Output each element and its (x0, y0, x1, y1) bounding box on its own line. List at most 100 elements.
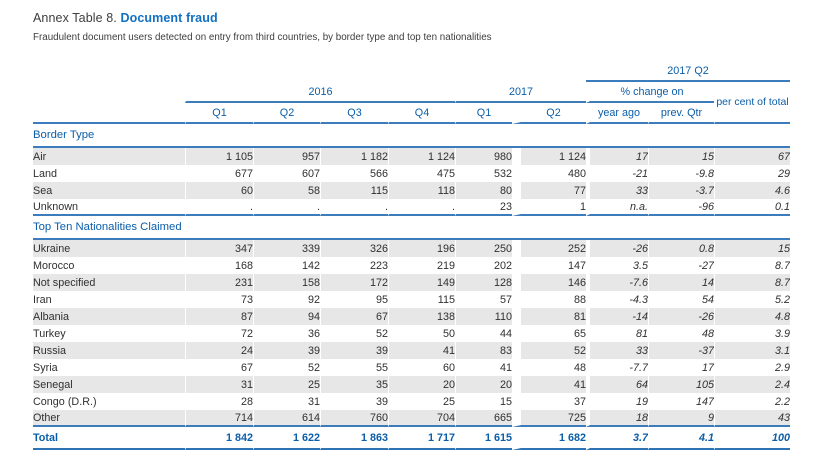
cell-pct-of-total: 8.7 (714, 257, 790, 274)
column-header-q2-2017: Q2 (512, 103, 586, 124)
row-label: Land (33, 167, 58, 180)
table-row: Turkey 72 36 52 50 44 65 81 48 3.9 (33, 325, 790, 342)
cell-q2-2017: 1 (512, 199, 586, 216)
cell-q2-2016: . (253, 199, 320, 216)
cell-q3-2016: 95 (320, 291, 388, 308)
cell-q4-2016: 115 (388, 291, 455, 308)
cell-change-prev-qtr: 15 (648, 148, 714, 165)
cell-q3-2016: 39 (320, 393, 388, 410)
column-group-2017: 2017 (455, 82, 586, 103)
cell-q1-2016: 87 (185, 308, 253, 325)
cell-q1-2017: 128 (455, 274, 512, 291)
table-row: Russia 24 39 39 41 83 52 33 -37 3.1 (33, 342, 791, 359)
header-row-years: 2016 2017 % change on per cent of total (33, 82, 791, 124)
cell-q1-2017: 20 (455, 376, 512, 393)
cell-change-prev-qtr: 9 (648, 410, 714, 427)
section-header-row: Top Ten Nationalities Claimed (33, 216, 791, 240)
cell-q1-2016: 60 (185, 182, 253, 199)
row-label: Iran (33, 293, 52, 306)
cell-change-year-ago: -14 (586, 308, 648, 325)
cell-change-year-ago: 33 (586, 182, 648, 199)
cell-q1-2017: 110 (455, 308, 512, 325)
table-row: Congo (D.R.) 28 31 39 25 15 37 19 147 2.2 (33, 393, 790, 410)
cell-q1-2016: 72 (185, 325, 253, 342)
cell-q1-2016: 347 (185, 240, 253, 257)
table-row: Ukraine 347 339 326 196 250 252 -26 0.8 15 (33, 240, 791, 257)
cell-change-prev-qtr: 105 (648, 376, 714, 393)
column-group-2016: 2016 (185, 82, 455, 103)
row-label: Not specified (33, 274, 185, 291)
cell-pct-of-total: 3.1 (714, 342, 791, 359)
table-row: Land 677 607 566 475 532 480 -21 -9.8 29 (33, 165, 790, 182)
cell-q2-2016: 339 (253, 240, 320, 257)
cell-change-prev-qtr: -27 (648, 257, 714, 274)
cell-q1-2017: 23 (455, 199, 512, 216)
cell-q3-2016: 172 (320, 274, 388, 291)
cell-change-year-ago: -21 (586, 165, 648, 182)
total-q2-2016: 1 622 (253, 427, 320, 450)
cell-q2-2016: 25 (253, 376, 320, 393)
cell-q1-2017: 41 (455, 359, 512, 376)
annex-table-page: Annex Table 8. Document fraud Fraudulent… (33, 11, 791, 450)
cell-q4-2016: 219 (388, 257, 455, 274)
column-header-pct-of-total: per cent of total (714, 82, 791, 124)
cell-q2-2017: 725 (512, 410, 586, 427)
cell-change-year-ago: -26 (586, 240, 648, 257)
row-label: Morocco (33, 259, 75, 272)
cell-change-year-ago: 19 (586, 393, 648, 410)
cell-change-year-ago: 64 (586, 376, 648, 393)
row-label: Air (33, 148, 185, 165)
cell-q2-2016: 142 (253, 257, 320, 274)
column-group-2017-q2: 2017 Q2 (586, 60, 791, 82)
cell-q4-2016: 41 (388, 342, 455, 359)
cell-q4-2016: . (388, 199, 455, 216)
column-header-q1-2017: Q1 (455, 103, 512, 124)
cell-q1-2016: 231 (185, 274, 253, 291)
cell-q2-2017: 81 (512, 308, 586, 325)
row-label: Congo (D.R.) (33, 395, 97, 408)
cell-change-year-ago: 81 (586, 325, 648, 342)
cell-q1-2017: 532 (455, 165, 512, 182)
cell-q1-2016: 1 105 (185, 148, 253, 165)
header-row-2017q2: 2017 Q2 (33, 60, 791, 82)
cell-pct-of-total: 8.7 (714, 274, 791, 291)
cell-q3-2016: 52 (320, 325, 388, 342)
cell-q2-2017: 147 (512, 257, 586, 274)
column-header-year-ago: year ago (586, 103, 648, 124)
cell-q3-2016: 35 (320, 376, 388, 393)
cell-q1-2017: 44 (455, 325, 512, 342)
cell-change-year-ago: 33 (586, 342, 648, 359)
cell-q4-2016: 1 124 (388, 148, 455, 165)
cell-q2-2017: 146 (512, 274, 586, 291)
cell-q4-2016: 50 (388, 325, 455, 342)
document-fraud-table: 2017 Q2 2016 2017 % change on per cent o… (33, 60, 791, 450)
cell-q2-2017: 480 (512, 165, 586, 182)
cell-q1-2016: 73 (185, 291, 253, 308)
cell-q3-2016: . (320, 199, 388, 216)
page-subtitle: Fraudulent document users detected on en… (33, 32, 492, 43)
cell-change-prev-qtr: 17 (648, 359, 714, 376)
table-row: Unknown.... 23 1 n.a. -96 0.1 (33, 199, 791, 216)
column-header-q1-2016: Q1 (185, 103, 253, 124)
header-spacer (185, 60, 586, 82)
total-q1-2016: 1 842 (185, 427, 253, 450)
row-label: Sea (33, 182, 185, 199)
cell-pct-of-total: 5.2 (714, 291, 790, 308)
table-row: Sea 60 58 115 118 80 77 33 -3.7 4.6 (33, 182, 791, 199)
header-spacer (33, 82, 185, 103)
cell-pct-of-total: 67 (714, 148, 791, 165)
table-body: Border Type Air 1 105 957 1 182 1 124 980 1 124… (33, 124, 791, 427)
cell-change-prev-qtr: -26 (648, 308, 714, 325)
cell-q2-2017: 77 (512, 182, 586, 199)
cell-q1-2016: 24 (185, 342, 253, 359)
cell-q2-2017: 88 (512, 291, 586, 308)
section-title: Border Type (33, 124, 791, 148)
cell-q2-2017: 41 (512, 376, 586, 393)
cell-q2-2016: 31 (253, 393, 320, 410)
cell-q2-2017: 37 (512, 393, 586, 410)
cell-pct-of-total: 4.8 (714, 308, 791, 325)
cell-change-year-ago: 17 (586, 148, 648, 165)
column-header-q4-2016: Q4 (388, 103, 455, 124)
cell-q2-2016: 158 (253, 274, 320, 291)
cell-change-prev-qtr: 147 (648, 393, 714, 410)
